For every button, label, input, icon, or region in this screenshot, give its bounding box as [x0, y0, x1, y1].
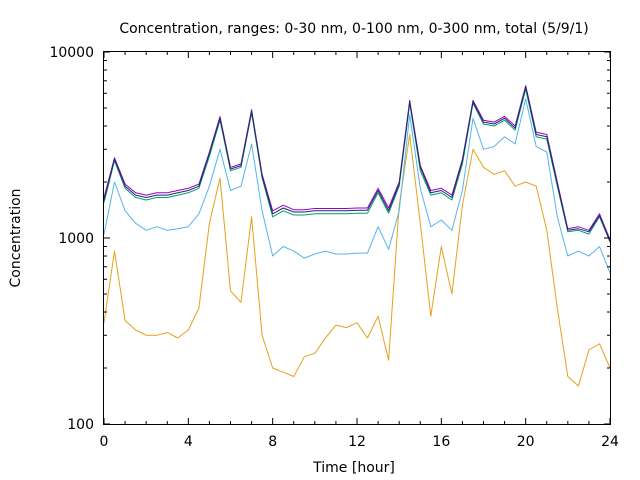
y-axis-title: Concentration [8, 188, 24, 287]
x-tick-label: 24 [601, 434, 619, 450]
x-tick-label: 0 [100, 434, 109, 450]
series-line-3 [103, 88, 611, 243]
x-tick-label: 4 [184, 434, 193, 450]
series-line-2 [103, 98, 611, 273]
y-tick-label: 100 [67, 417, 94, 433]
series-layer [103, 85, 611, 387]
x-tick-label: 20 [517, 434, 535, 450]
series-line-4 [103, 85, 611, 240]
x-tick-label: 16 [432, 434, 450, 450]
x-axis: 0 4 8 12 16 20 24 [100, 52, 619, 450]
y-tick-label: 10000 [49, 45, 94, 61]
plot-frame [103, 51, 611, 425]
series-line-5 [103, 86, 611, 242]
y-tick-label: 1000 [58, 231, 94, 247]
chart-title: Concentration, ranges: 0-30 nm, 0-100 nm… [119, 21, 588, 37]
x-tick-label: 8 [268, 434, 277, 450]
x-tick-label: 12 [348, 434, 366, 450]
x-axis-title: Time [hour] [312, 460, 395, 476]
y-axis: 100 1000 10000 [49, 45, 610, 433]
series-line-1 [103, 134, 611, 387]
